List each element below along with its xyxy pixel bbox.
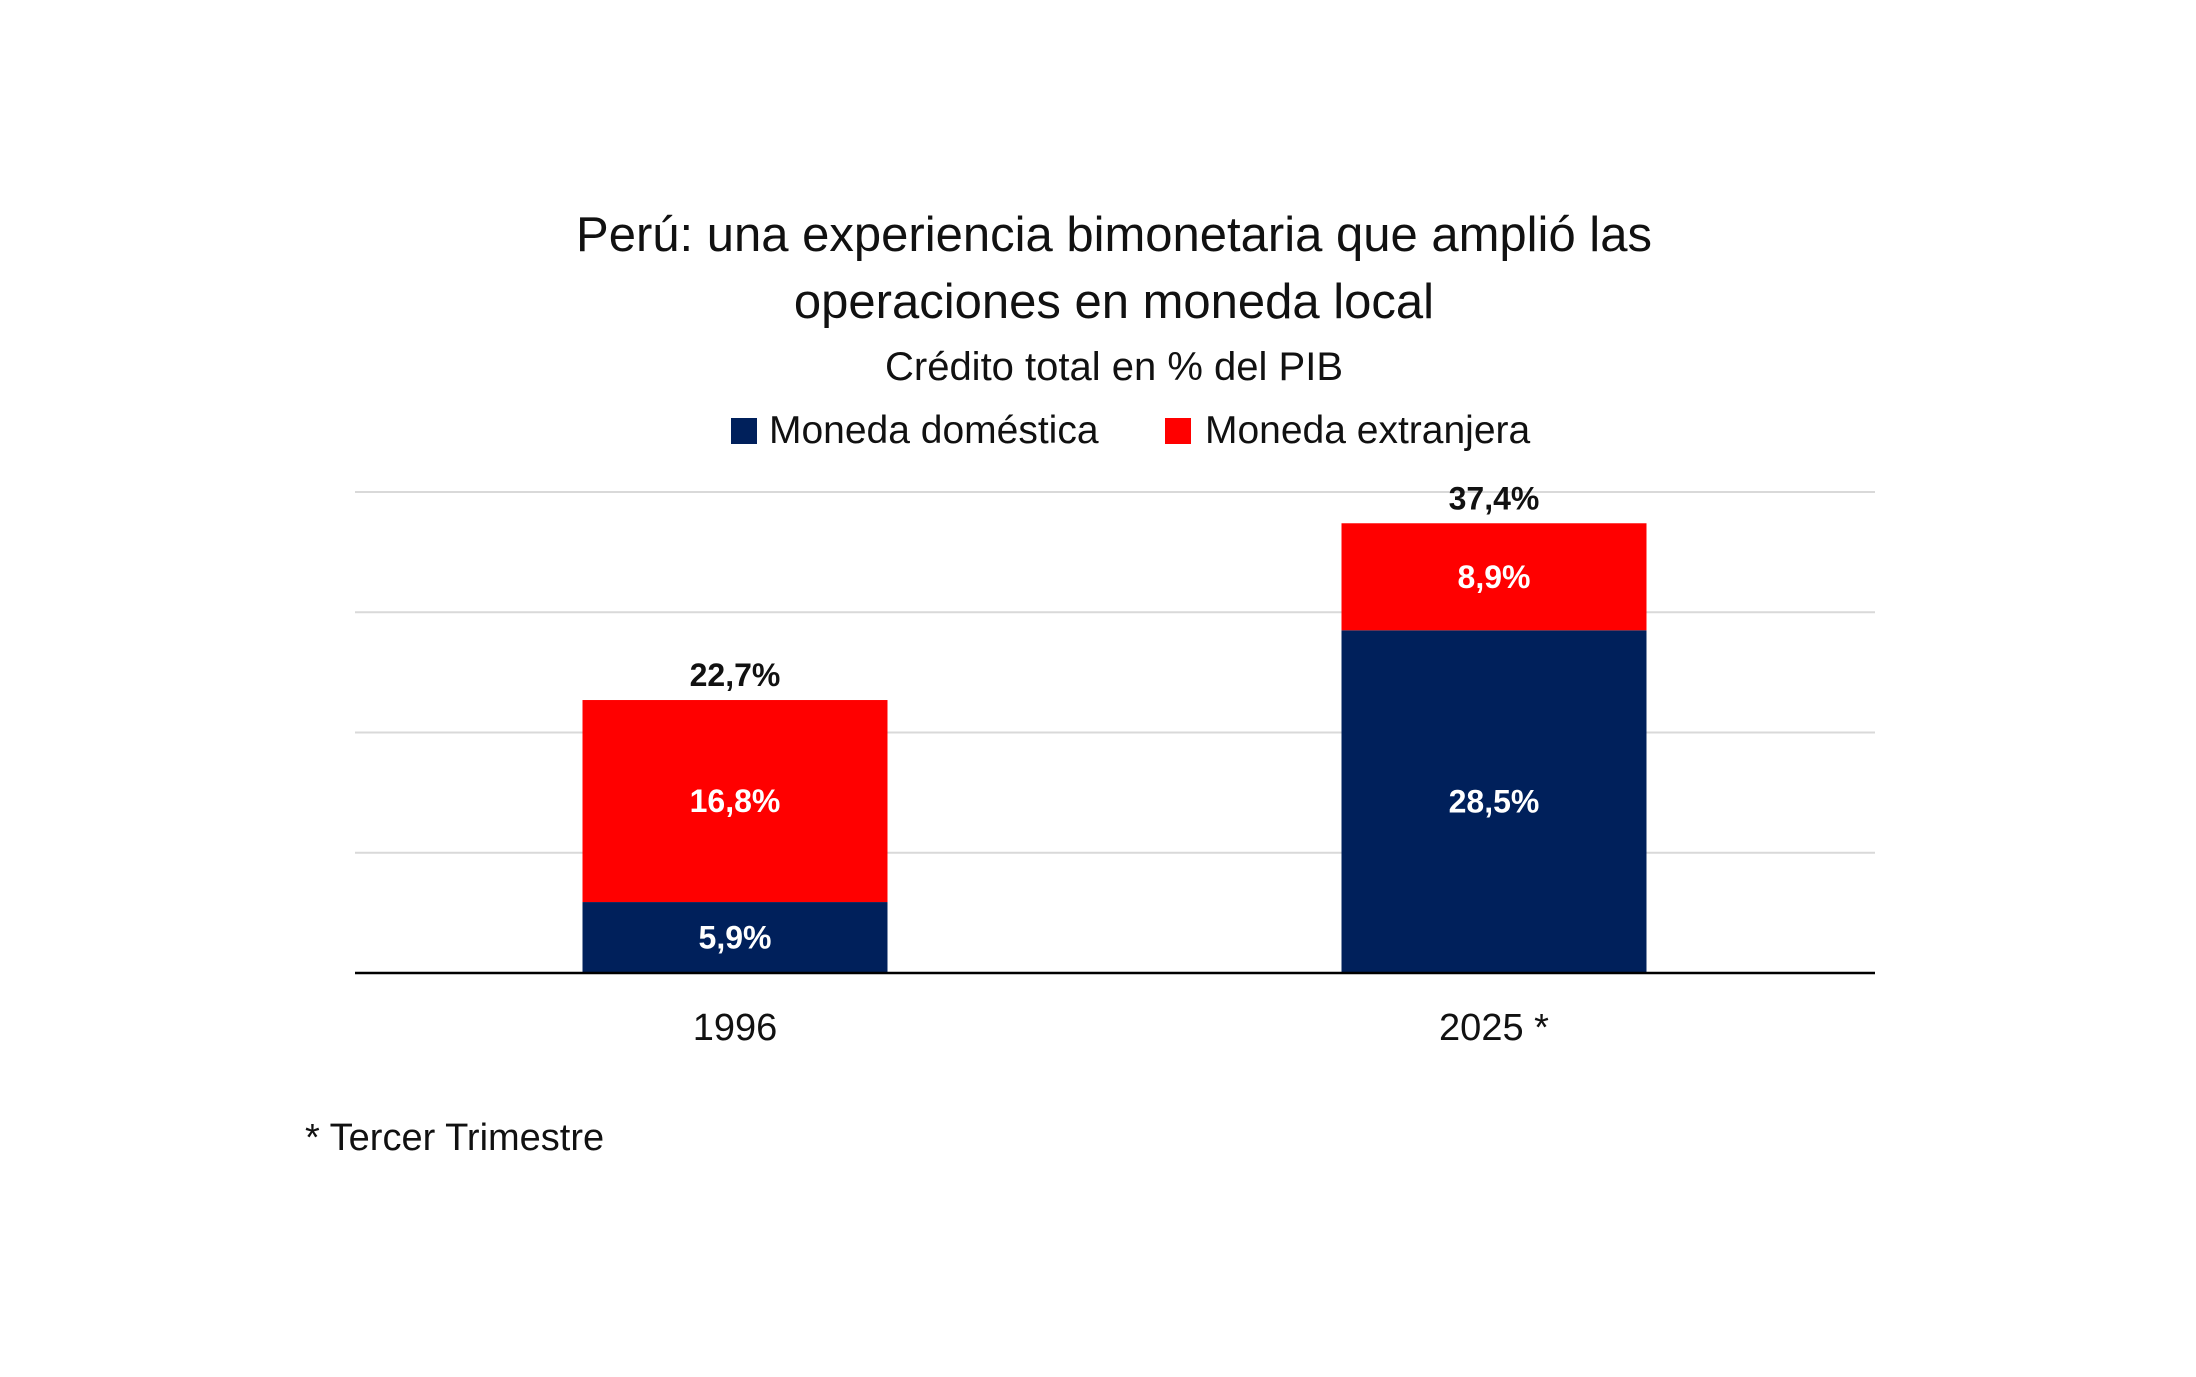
- legend-swatch-moneda-extranjera: [1165, 418, 1191, 444]
- chart-data-labels: 5,9% 16,8% 22,7% 28,5% 8,9% 37,4%: [690, 480, 1540, 955]
- data-label-moneda-domestica-1996: 5,9%: [699, 920, 772, 956]
- bar-moneda-domestica-2025: [1341, 630, 1647, 973]
- chart-title-line-2: operaciones en moneda local: [794, 275, 1434, 329]
- bar-moneda-domestica-1996: [582, 902, 888, 973]
- footnote: * Tercer Trimestre: [305, 1117, 604, 1159]
- legend-label-moneda-domestica: Moneda doméstica: [769, 409, 1099, 452]
- chart-subtitle: Crédito total en % del PIB: [885, 345, 1343, 389]
- x-tick-label-1996: 1996: [693, 1007, 778, 1049]
- legend-label-moneda-extranjera: Moneda extranjera: [1205, 409, 1531, 452]
- data-label-moneda-extranjera-2025: 8,9%: [1458, 559, 1531, 595]
- x-tick-label-2025: 2025 *: [1439, 1007, 1549, 1049]
- chart-title-line-1: Perú: una experiencia bimonetaria que am…: [576, 208, 1652, 262]
- bar-moneda-extranjera-1996: [582, 700, 888, 903]
- total-label-1996: 22,7%: [690, 657, 781, 693]
- data-label-moneda-extranjera-1996: 16,8%: [690, 783, 781, 819]
- chart-title-group: Perú: una experiencia bimonetaria que am…: [576, 208, 1652, 389]
- total-label-2025: 37,4%: [1449, 480, 1540, 516]
- chart-bars: [582, 523, 1647, 973]
- chart-legend: Moneda doméstica Moneda extranjera: [731, 409, 1531, 452]
- data-label-moneda-domestica-2025: 28,5%: [1449, 784, 1540, 820]
- x-axis-tick-labels: 1996 2025 *: [693, 1007, 1549, 1049]
- bar-moneda-extranjera-2025: [1341, 523, 1647, 631]
- legend-swatch-moneda-domestica: [731, 418, 757, 444]
